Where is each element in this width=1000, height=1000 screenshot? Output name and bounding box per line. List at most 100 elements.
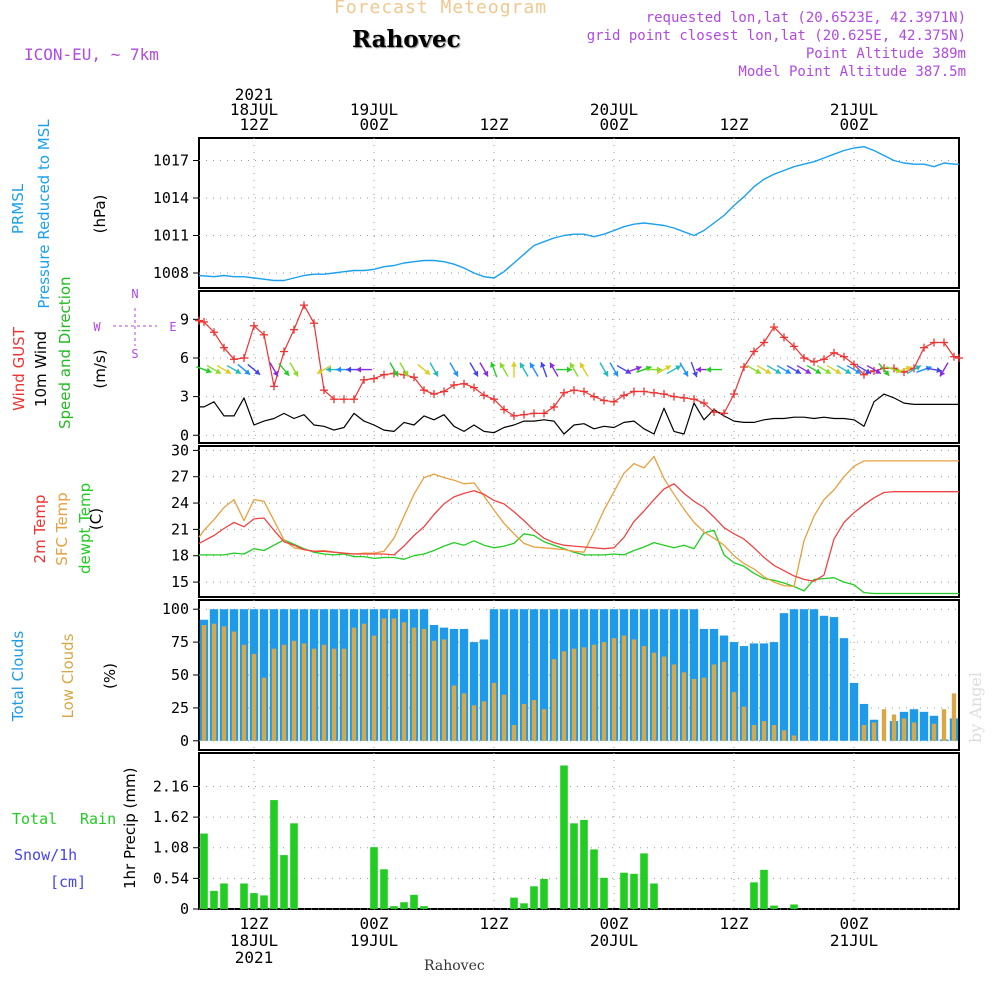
temp2m-line [198,483,959,582]
wind-arrow-head [283,369,290,376]
total-cloud-bar [499,609,509,741]
low-cloud-bar [281,644,287,741]
low-cloud-bar [461,693,467,741]
wind-arrow-head [225,368,231,374]
precip-ytick-label: 1.62 [153,808,189,826]
total-cloud-bar [829,617,839,741]
bottom-time-label: 12Z [720,914,749,933]
total-cloud-bar [849,682,859,741]
rain-bar [380,869,388,909]
wind-ytick-label: 6 [180,349,189,367]
top-time-label: 00Z [840,115,869,134]
low-cloud-bar [611,638,617,741]
top-time-label: 00Z [600,115,629,134]
rain-bar [650,883,658,909]
wind-arrow-head [612,370,619,377]
snow-unit-label: [cm] [50,873,87,891]
clouds-ytick-label: 0 [180,732,189,750]
total-cloud-bar [729,642,739,741]
low-cloud-bar [311,648,317,741]
low-cloud-bar [781,730,787,741]
total-cloud-bar [449,628,459,741]
rain-bar [210,890,218,909]
wind-ytick-label: 3 [180,388,189,406]
top-time-label: 00Z [360,115,389,134]
wind-arrow-head [682,370,689,377]
low-cloud-bar [391,618,397,741]
clouds-ytick-label: 75 [171,633,189,651]
low-cloud-bar [261,677,267,741]
rain-bar [280,855,288,909]
precip-ytick-label: 2.16 [153,777,189,795]
wind-arrow-head [579,362,586,369]
low-cloud-bar [881,709,887,741]
total-cloud-bar [479,639,489,741]
low-cloud-bar [441,639,447,741]
low-cloud-bar [321,644,327,741]
low-cloud-bar [651,652,657,741]
dewpt-line [199,529,959,595]
wind-arrow-head [482,370,489,377]
rain-bar [560,765,568,909]
pressure-ytick-label: 1011 [153,227,189,245]
rain-bar [570,823,578,909]
rain-bar [510,897,518,909]
low-cloud-bar [531,700,537,741]
bottom-time-label: 18JUL [230,931,278,950]
low-cloud-bar [621,635,627,741]
total-cloud-bar [749,643,759,741]
wind-ytick-label: 9 [180,310,189,328]
top-time-label: 21JUL [830,100,878,119]
low-cloud-bar [911,722,917,741]
temperature-ytick-label: 21 [171,520,189,538]
rain-bar [520,903,528,909]
wind-arrow-head [549,362,556,369]
gridpoint-coords: grid point closest lon,lat (20.625E, 42.… [586,28,966,44]
low-cloud-bar [361,623,367,741]
clouds-ytick-label: 50 [171,666,189,684]
low-cloud-bar [381,618,387,741]
total-cloud-bar [689,609,699,741]
compass-w: W [93,320,101,334]
bottom-time-label: 12Z [240,914,269,933]
low-cloud-bar [251,653,257,741]
top-time-label: 12Z [240,115,269,134]
wind-arrow-head [336,366,341,373]
wind-arrow-head [905,365,912,372]
bottom-time-label: 21JUL [830,931,878,950]
low-cloud-bar [451,685,457,741]
total-cloud-bar [469,642,479,741]
rain-bar [240,883,248,909]
rain-bar [530,886,538,909]
wind-arrow-head [424,369,431,375]
wind-arrow-head [936,367,942,374]
wind-arrow-head [692,371,698,378]
low-cloud-bar [371,635,377,741]
bottom-time-label: 19JUL [350,931,398,950]
low-cloud-bar [501,694,507,741]
point-altitude: Point Altitude 389m [805,46,966,62]
total-cloud-bar [779,613,789,741]
low-cloud-bar [331,648,337,741]
grid-layer [193,138,959,910]
wind-arrow-head [567,366,572,373]
rain-bar [540,878,548,909]
low-cloud-bar [901,718,907,741]
temperature-ytick-label: 24 [171,494,189,512]
rain-bar [370,847,378,909]
low-cloud-bar [721,661,727,741]
temperature-ytick-label: 27 [171,468,189,486]
temperature-ytick-label: 30 [171,441,189,459]
rain-bar [790,904,798,909]
rain-bar [630,873,638,909]
low-cloud-bar [711,664,717,741]
wind-arrow-head [805,368,811,374]
total-cloud-bar [459,628,469,741]
wind-arrow-head [402,370,409,377]
wind-arrow-head [645,365,652,372]
low-cloud-bar [241,644,247,741]
wind-arrow-head [602,370,609,377]
wind-arrow-head [529,362,536,369]
rain-bar [390,906,398,909]
rain-bar [590,849,598,909]
